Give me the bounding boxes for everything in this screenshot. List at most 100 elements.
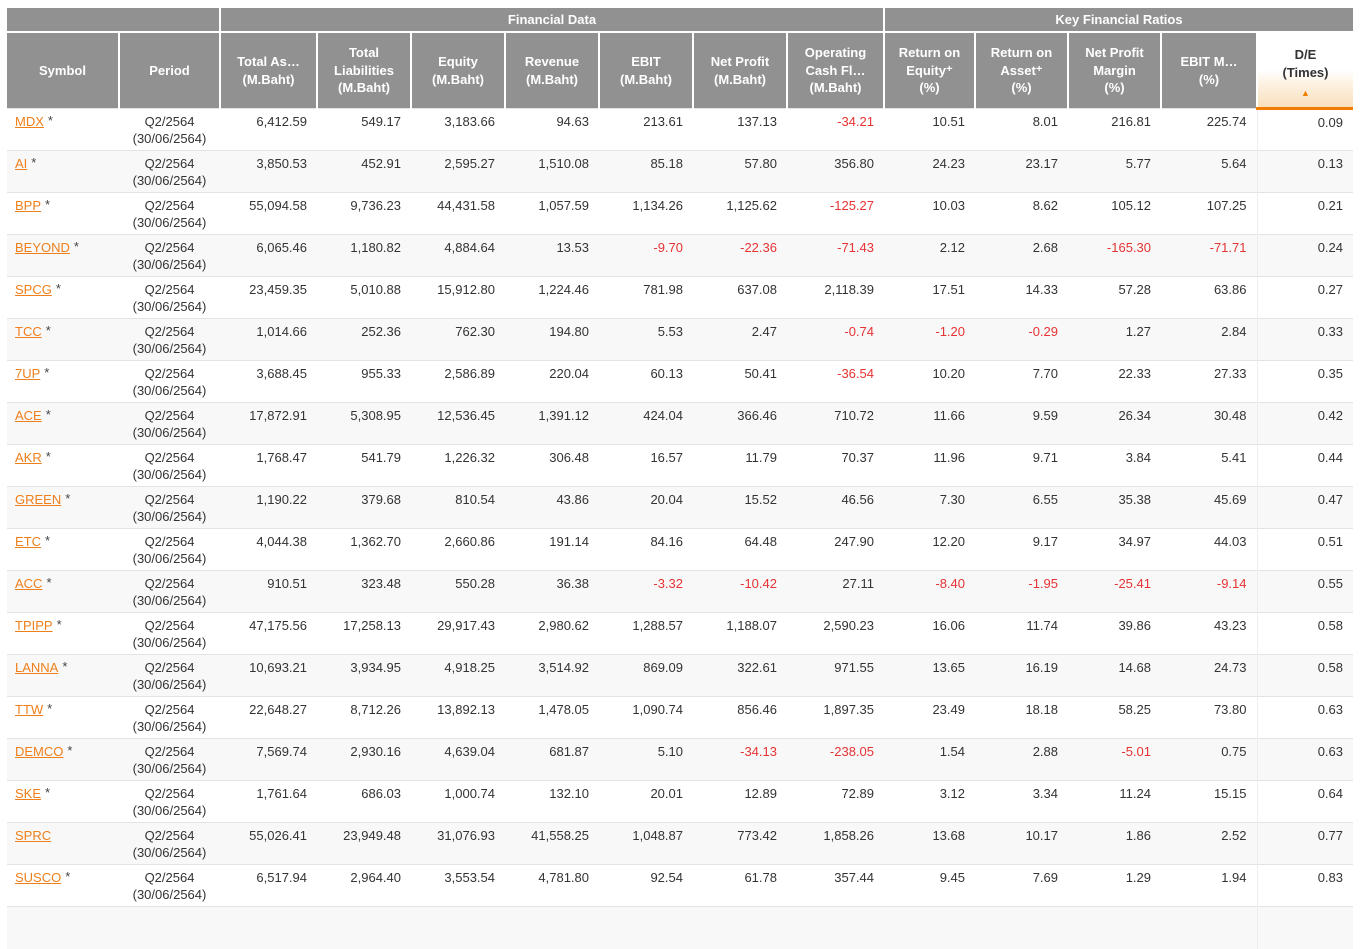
cell-return-on-equity: 7.30 [884,486,975,529]
column-header-net-profit-margin[interactable]: Net Profit Margin (%) [1067,32,1161,109]
symbol-link[interactable]: ACE [15,408,42,423]
cell-period: Q2/2564 (30/06/2564) [119,234,220,277]
cell-return-on-asset: 23.17 [975,150,1068,193]
cell-net-profit-margin: 57.28 [1068,276,1161,319]
sort-ascending-icon: ▲ [1301,87,1310,98]
cell-de: 0.33 [1256,318,1354,361]
column-header-label: (M.Baht) [620,71,672,87]
cell-return-on-equity: 10.20 [884,360,975,403]
table-row: ACC * Q2/2564 (30/06/2564) 910.51 323.48 550.2… [7,570,1354,613]
cell-total-liabilities: 252.36 [317,318,411,361]
cell-total-assets: 23,459.35 [220,276,317,319]
column-header-revenue[interactable]: Revenue (M.Baht) [504,32,599,109]
column-header-return-on-asset[interactable]: Return on Asset⁺ (%) [974,32,1068,109]
cell-total-liabilities: 23,949.48 [317,822,411,865]
column-header-label: (M.Baht) [338,80,390,96]
cell-symbol: 7UP * [7,360,119,403]
cell-de: 0.63 [1256,696,1354,739]
column-header-label: Total [348,44,380,60]
symbol-link[interactable]: SKE [15,786,42,801]
table-row: SUSCO * Q2/2564 (30/06/2564) 6,517.94 2,964.4… [7,864,1354,907]
symbol-link[interactable]: BEYOND [15,240,70,255]
cell-net-profit: 366.46 [693,402,787,445]
cell-net-profit-margin: -5.01 [1068,738,1161,781]
symbol-link[interactable]: TCC [15,324,42,339]
cell-revenue: 1,510.08 [505,150,599,193]
column-header-period[interactable]: Period [118,32,220,109]
table-row: AKR * Q2/2564 (30/06/2564) 1,768.47 541.79 1,2… [7,444,1354,487]
cell-period: Q2/2564 (30/06/2564) [119,612,220,655]
column-header-label: Revenue [524,53,580,69]
column-header-ebit[interactable]: EBIT (M.Baht) [598,32,693,109]
cell-ebit-margin: 63.86 [1161,276,1257,319]
cell-operating-cash-flow: 70.37 [787,444,884,487]
cell-revenue: 132.10 [505,780,599,823]
cell-period: Q2/2564 (30/06/2564) [119,108,220,151]
symbol-link[interactable]: SUSCO [15,870,62,885]
column-header-return-on-equity[interactable]: Return on Equity⁺ (%) [883,32,975,109]
cell-ebit: 92.54 [599,864,693,907]
cell-period: Q2/2564 (30/06/2564) [119,822,220,865]
symbol-link[interactable]: SPRC [15,828,52,843]
column-header-symbol[interactable]: Symbol [7,32,119,109]
cell-total-liabilities: 686.03 [317,780,411,823]
cell-symbol: SKE * [7,780,119,823]
symbol-link[interactable]: BPP [15,198,42,213]
cell-de: 0.64 [1256,780,1354,823]
cell-return-on-equity: 24.23 [884,150,975,193]
cell-period: Q2/2564 (30/06/2564) [119,528,220,571]
cell-ebit: 16.57 [599,444,693,487]
cell-total-assets: 1,761.64 [220,780,317,823]
cell-equity: 31,076.93 [411,822,505,865]
symbol-link[interactable]: ACC [15,576,43,591]
cell-operating-cash-flow: -34.21 [787,108,884,151]
column-header-de[interactable]: D/E (Times) ▲ [1255,32,1354,110]
cell-net-profit: 61.78 [693,864,787,907]
cell-revenue: 1,478.05 [505,696,599,739]
cell-net-profit: 50.41 [693,360,787,403]
cell-operating-cash-flow: -238.05 [787,738,884,781]
cell-net-profit-margin: 58.25 [1068,696,1161,739]
cell-revenue: 1,391.12 [505,402,599,445]
cell-equity: 44,431.58 [411,192,505,235]
column-header-total-assets[interactable]: Total As… (M.Baht) [219,32,317,109]
cell-operating-cash-flow: -125.27 [787,192,884,235]
column-header-net-profit[interactable]: Net Profit (M.Baht) [692,32,787,109]
column-header-total-liabilities[interactable]: Total Liabilities (M.Baht) [316,32,411,109]
column-header-ebit-margin[interactable]: EBIT M… (%) [1160,32,1257,109]
cell-net-profit-margin: 26.34 [1068,402,1161,445]
cell-period: Q2/2564 (30/06/2564) [119,444,220,487]
symbol-link[interactable]: GREEN [15,492,62,507]
cell-ebit: 1,048.87 [599,822,693,865]
column-header-label: D/E [1294,47,1317,63]
cell-net-profit: 12.89 [693,780,787,823]
cell-operating-cash-flow: 357.44 [787,864,884,907]
column-header-operating-cash-flow[interactable]: Operating Cash Fl… (M.Baht) [786,32,884,109]
cell-net-profit: 1,188.07 [693,612,787,655]
table-container: Financial Data Key Financial Ratios Symb… [7,8,1354,949]
cell-total-liabilities: 452.91 [317,150,411,193]
cell-return-on-equity: 13.68 [884,822,975,865]
symbol-link[interactable]: DEMCO [15,744,64,759]
column-header-equity[interactable]: Equity (M.Baht) [410,32,505,109]
cell-symbol: TPIPP * [7,612,119,655]
symbol-link[interactable]: AKR [15,450,42,465]
cell-total-assets: 17,872.91 [220,402,317,445]
symbol-link[interactable]: MDX [15,114,44,129]
cell-ebit: 5.53 [599,318,693,361]
cell-symbol: MDX * [7,108,119,151]
symbol-link[interactable]: ETC [15,534,41,549]
cell-ebit: 20.01 [599,780,693,823]
table-row: DEMCO * Q2/2564 (30/06/2564) 7,569.74 2,930.1… [7,738,1354,781]
symbol-link[interactable]: AI [15,156,28,171]
cell-de: 0.58 [1256,612,1354,655]
symbol-link[interactable]: 7UP [15,366,41,381]
symbol-link[interactable]: TTW [15,702,44,717]
symbol-link[interactable]: TPIPP [15,618,53,633]
symbol-link[interactable]: SPCG [15,282,52,297]
cell-revenue: 3,514.92 [505,654,599,697]
cell-total-liabilities: 549.17 [317,108,411,151]
cell-de: 0.77 [1256,822,1354,865]
symbol-link[interactable]: LANNA [15,660,59,675]
cell-de: 0.44 [1256,444,1354,487]
